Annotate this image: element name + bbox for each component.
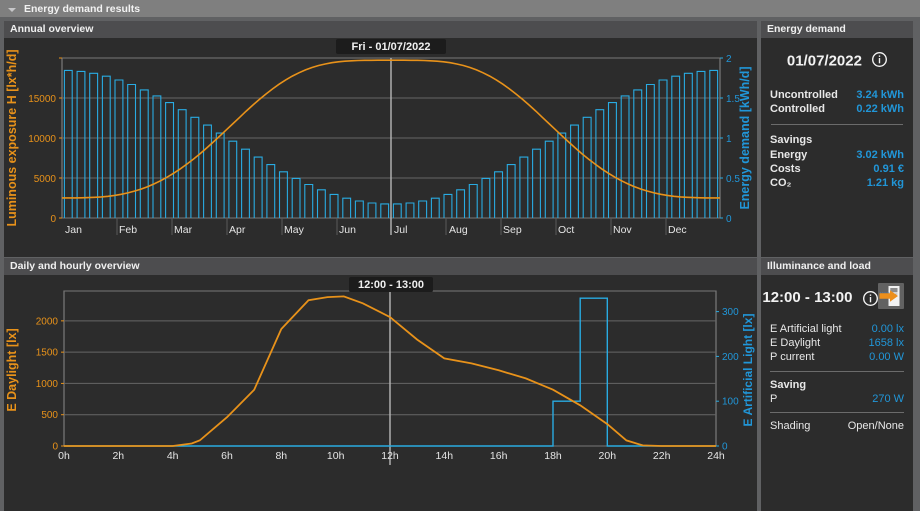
svg-text:Aug: Aug [449,224,468,236]
svg-text:Fri - 01/07/2022: Fri - 01/07/2022 [352,41,431,53]
svg-text:Jan: Jan [65,224,82,236]
svg-text:2000: 2000 [36,316,59,327]
svg-text:Jun: Jun [339,224,356,236]
svg-text:May: May [284,224,305,236]
svg-text:Feb: Feb [119,224,137,236]
svg-text:Nov: Nov [613,224,632,236]
svg-text:Mar: Mar [174,224,193,236]
svg-text:E Artificial Light [lx]: E Artificial Light [lx] [741,314,755,427]
svg-text:4h: 4h [167,450,179,462]
svg-text:Jul: Jul [394,224,407,236]
svg-text:20h: 20h [599,450,617,462]
svg-text:0: 0 [726,214,732,225]
svg-text:Sep: Sep [503,224,522,236]
svg-text:15000: 15000 [28,94,56,105]
svg-text:Oct: Oct [558,224,574,236]
svg-text:10000: 10000 [28,134,56,145]
svg-text:24h: 24h [707,450,725,462]
svg-text:2h: 2h [112,450,124,462]
svg-text:Energy demand [kWh/d]: Energy demand [kWh/d] [738,66,752,209]
svg-text:Dec: Dec [668,224,687,236]
svg-text:300: 300 [722,307,739,318]
svg-text:5000: 5000 [34,174,57,185]
svg-text:Luminous exposure H [lx*h/d]: Luminous exposure H [lx*h/d] [5,49,19,226]
svg-text:500: 500 [41,410,58,421]
svg-text:E Daylight [lx]: E Daylight [lx] [5,328,19,411]
svg-text:Apr: Apr [229,224,246,236]
svg-text:8h: 8h [275,450,287,462]
svg-text:18h: 18h [544,450,562,462]
svg-text:0: 0 [50,214,56,225]
svg-text:12h: 12h [381,450,399,462]
svg-text:16h: 16h [490,450,508,462]
svg-text:22h: 22h [653,450,671,462]
svg-text:1: 1 [726,134,732,145]
svg-text:12:00 - 13:00: 12:00 - 13:00 [358,279,424,291]
svg-text:0h: 0h [58,450,70,462]
svg-text:1500: 1500 [36,348,59,359]
svg-text:200: 200 [722,352,739,363]
svg-text:6h: 6h [221,450,233,462]
svg-text:1000: 1000 [36,379,59,390]
svg-text:100: 100 [722,397,739,408]
svg-text:2: 2 [726,54,732,65]
svg-text:10h: 10h [327,450,345,462]
svg-text:14h: 14h [436,450,454,462]
